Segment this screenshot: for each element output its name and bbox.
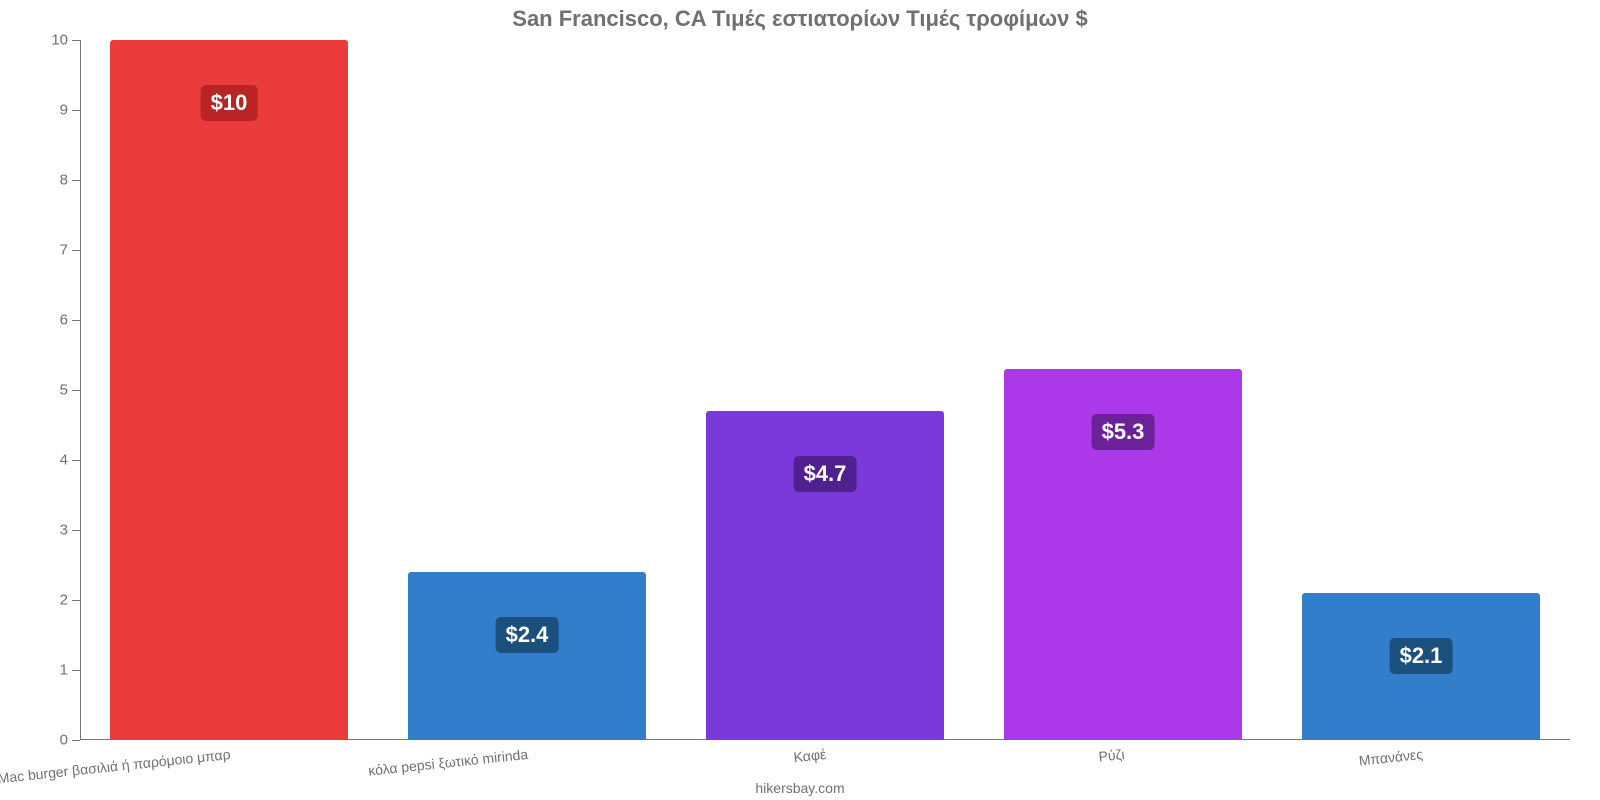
y-tick-label: 3 [60,522,80,539]
chart-plot-area: 012345678910 $10$2.4$4.7$5.3$2.1 Mac bur… [80,40,1570,740]
y-tick-label: 5 [60,382,80,399]
y-tick-label: 6 [60,312,80,329]
x-tick-label: κόλα pepsi ξωτικό mirinda [367,740,529,779]
bars-container: $10 $2.4 $4.7 $5.3 $2.1 [80,40,1570,740]
bar-value-badge: $4.7 [794,456,857,492]
y-tick-label: 4 [60,452,80,469]
chart-bar [110,40,348,740]
x-tick-label: Καφέ [793,740,828,765]
y-tick-label: 8 [60,172,80,189]
chart-title: San Francisco, CA Τιμές εστιατορίων Τιμέ… [0,6,1600,32]
y-tick-label: 1 [60,662,80,679]
bar-value-badge: $10 [201,85,258,121]
x-tick-label: Μπανάνες [1357,740,1423,769]
bar-value-badge: $2.1 [1390,638,1453,674]
chart-footer: hikersbay.com [0,780,1600,796]
chart-bar [408,572,646,740]
y-tick-label: 2 [60,592,80,609]
y-tick-label: 0 [60,732,80,749]
bar-value-badge: $2.4 [496,617,559,653]
y-tick-label: 7 [60,242,80,259]
bar-value-badge: $5.3 [1092,414,1155,450]
x-tick-label: Ρύζι [1097,740,1125,765]
y-tick-label: 10 [51,32,80,49]
y-tick-label: 9 [60,102,80,119]
